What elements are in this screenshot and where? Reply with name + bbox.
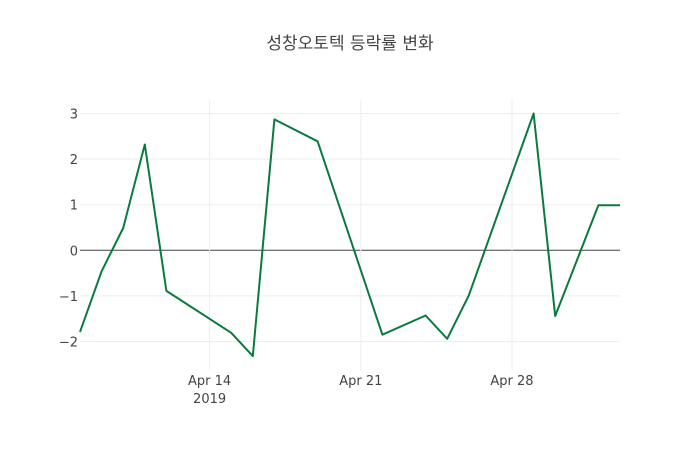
- y-axis-ticks: 3 2 1 0 −1 −2: [59, 108, 78, 351]
- chart-title: 성창오토텍 등락률 변화: [266, 34, 434, 54]
- y-tick-label: 1: [70, 199, 78, 214]
- y-tick-label: 0: [70, 244, 78, 259]
- series-layer: [79, 112, 620, 358]
- y-tick-label: 3: [70, 108, 78, 123]
- y-tick-label: −1: [59, 290, 78, 305]
- x-axis-ticks: Apr 14 Apr 21 Apr 28: [188, 374, 534, 389]
- x-tick-label: Apr 28: [490, 374, 533, 389]
- y-tick-label: −2: [59, 336, 78, 351]
- x-tick-label: Apr 14: [188, 374, 231, 389]
- x-tick-label: Apr 21: [339, 374, 382, 389]
- gridlines: [80, 100, 620, 370]
- x-axis-year-label: 2019: [193, 392, 226, 407]
- series-line: [79, 112, 620, 358]
- y-tick-label: 2: [70, 153, 78, 168]
